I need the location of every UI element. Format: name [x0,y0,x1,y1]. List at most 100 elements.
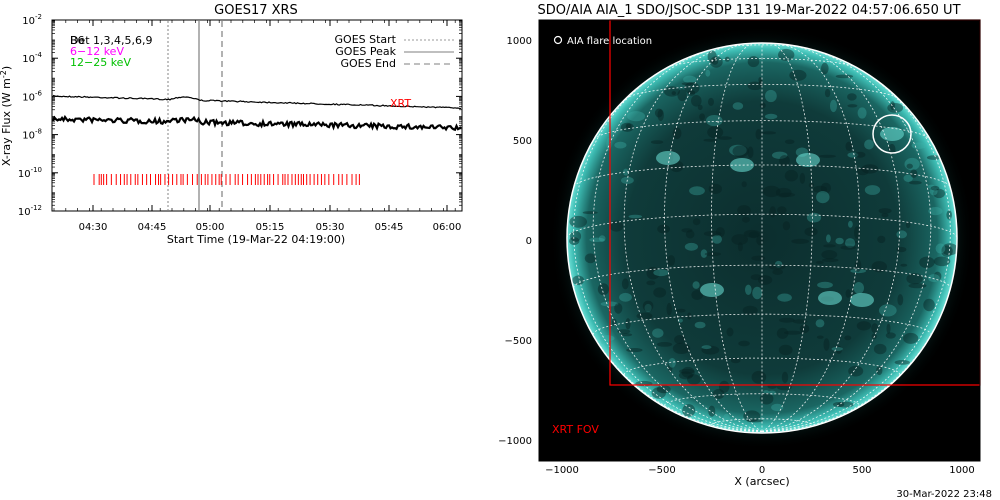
texture-blob [784,139,795,145]
texture-blob [769,206,776,218]
texture-blob [719,380,730,393]
texture-blob [717,136,732,140]
aia-x-axis: −1000 −500 0 500 1000 [545,455,975,476]
texture-blob [614,141,627,149]
texture-blob [684,82,700,94]
texture-blob [930,185,940,191]
grid-latitude-line [667,58,857,68]
x-tick-label: 05:45 [375,222,404,233]
texture-blob [897,294,904,306]
texture-blob [848,220,853,228]
aia-y-axis: 1000 500 0 −500 −1000 [498,36,545,447]
texture-blob [656,342,673,347]
texture-blob [845,289,851,298]
texture-blob [687,312,692,320]
texture-blob [694,321,706,329]
texture-blob [620,122,634,132]
texture-blob [731,358,741,364]
aia-y-tick-label: −1000 [498,436,532,447]
texture-blob [589,237,605,242]
aia-y-tick-label: 0 [526,236,532,247]
texture-blob [681,366,695,378]
xrt-label: XRT [390,97,411,110]
texture-blob [747,146,754,159]
texture-blob [741,181,747,188]
texture-blob [821,62,829,75]
texture-blob [657,109,664,121]
goes-y-axis-title: X-ray Flux (W m-2) [0,66,13,166]
texture-blob [804,227,818,237]
texture-blob [857,107,867,119]
grid-latitude-line [664,393,860,406]
grid-latitude-line [573,264,951,289]
texture-blob [600,335,615,342]
texture-blob [847,104,858,108]
texture-blob [642,300,654,312]
texture-blob [929,187,938,196]
grid-latitude-line [592,313,932,335]
texture-blob [778,192,796,197]
texture-blob [755,129,762,140]
texture-blob [819,154,836,158]
texture-blob [908,283,927,289]
texture-blob [778,48,795,61]
texture-blob [677,318,683,323]
texture-blob [656,385,671,394]
texture-blob [763,390,769,394]
texture-blob [826,234,831,243]
texture-blob [707,126,724,139]
texture-blob [692,281,700,289]
texture-blob [646,280,656,286]
texture-blob [806,212,822,223]
texture-blob [885,332,896,339]
texture-blob [672,342,691,354]
texture-blob [845,141,853,151]
texture-blob [887,103,904,113]
texture-blob [881,213,889,218]
texture-blob [777,206,787,214]
y-tick-label: 10-2 [22,13,42,27]
texture-blob [781,371,789,384]
texture-blob [772,269,783,275]
texture-blob [651,387,666,399]
texture-blob [919,256,935,269]
texture-blob [896,246,907,253]
texture-blob [871,261,887,273]
texture-blob [620,333,633,337]
texture-blob [808,182,815,188]
grid-longitude-line [623,44,763,432]
texture-blob [709,56,723,68]
grid-latitude-line [593,120,931,140]
texture-blob [671,91,676,96]
texture-blob [687,90,696,96]
texture-blob [759,79,764,87]
texture-blob [617,329,631,334]
texture-blob [677,89,687,102]
texture-blob [864,185,881,195]
texture-blob [844,240,858,244]
texture-blob [857,167,869,176]
texture-blob [911,142,927,149]
texture-blob [761,131,777,135]
texture-blob [816,191,830,204]
texture-blob [854,151,866,158]
texture-blob [742,216,750,223]
texture-blob [776,327,789,339]
texture-blob [707,50,717,63]
aia-image-panel: SDO/AIA AIA_1 SDO/JSOC-SDP 131 19-Mar-20… [498,3,981,488]
texture-blob [691,290,703,300]
goes-x-axis-title: Start Time (19-Mar-22 04:19:00) [167,233,345,246]
texture-blob [815,260,824,264]
texture-blob [771,403,784,411]
texture-blob [904,157,920,171]
texture-blob [840,245,856,250]
texture-blob [823,244,836,248]
grid-latitude-line [623,357,901,375]
texture-blob [623,168,629,176]
texture-blob [572,275,585,286]
texture-blob [774,260,783,268]
texture-blob [799,324,810,334]
y-tick-label: 10-6 [22,89,42,103]
texture-blob [652,328,664,338]
aia-title: SDO/AIA AIA_1 SDO/JSOC-SDP 131 19-Mar-20… [537,3,960,18]
